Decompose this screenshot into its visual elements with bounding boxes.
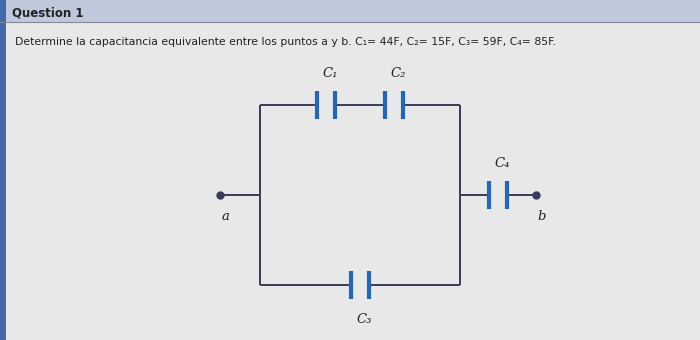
- Bar: [0, 0, 700, 22]
- Text: C₃: C₃: [356, 313, 372, 326]
- Text: b: b: [538, 210, 546, 223]
- Bar: [0, 0, 6, 340]
- Text: a: a: [221, 210, 229, 223]
- Text: Question 1: Question 1: [12, 6, 83, 19]
- Text: Determine la capacitancia equivalente entre los puntos a y b. C₁= 44F, C₂= 15F, : Determine la capacitancia equivalente en…: [15, 37, 556, 47]
- Text: C₄: C₄: [494, 157, 510, 170]
- Text: C₁: C₁: [322, 67, 337, 80]
- Text: C₂: C₂: [391, 67, 406, 80]
